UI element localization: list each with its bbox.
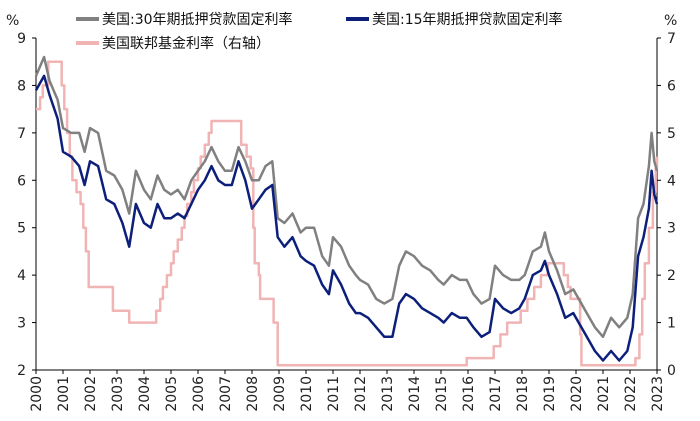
- right-tick-label: 0: [667, 363, 676, 379]
- left-tick-label: 3: [17, 316, 26, 332]
- left-tick-label: 6: [17, 173, 26, 189]
- x-tick-label: 2015: [434, 376, 450, 412]
- x-tick-label: 2011: [326, 376, 342, 412]
- x-tick-label: 2012: [353, 376, 369, 412]
- x-tick-label: 2016: [461, 376, 477, 412]
- x-tick-label: 2002: [83, 376, 99, 412]
- x-tick-label: 2001: [56, 376, 72, 412]
- right-tick-label: 2: [667, 268, 676, 284]
- right-tick-label: 5: [667, 126, 676, 142]
- x-tick-label: 2019: [542, 376, 558, 412]
- x-tick-label: 2006: [191, 376, 207, 412]
- x-tick-label: 2022: [623, 376, 639, 412]
- series-line-15yr: [34, 74, 659, 362]
- left-tick-label: 2: [17, 363, 26, 379]
- x-tick-label: 2005: [164, 376, 180, 412]
- x-tick-label: 2000: [29, 376, 45, 412]
- x-tick-label: 2008: [245, 376, 261, 412]
- left-tick-label: 5: [17, 221, 26, 237]
- left-tick-label: 4: [17, 268, 26, 284]
- left-y-ticks: 2 3 4 5 6 7 8 9: [17, 31, 36, 379]
- left-tick-label: 7: [17, 126, 26, 142]
- legend-label-15yr: 美国:15年期抵押贷款固定利率: [372, 11, 563, 28]
- x-tick-label: 2009: [272, 376, 288, 412]
- right-tick-label: 1: [667, 316, 676, 332]
- legend-label-fed-funds: 美国联邦基金利率（右轴）: [102, 35, 270, 52]
- right-axis-unit: %: [664, 13, 677, 29]
- series-layer: [34, 55, 659, 367]
- legend-label-30yr: 美国:30年期抵押贷款固定利率: [102, 11, 293, 28]
- series-line-30yr: [34, 55, 659, 339]
- x-tick-label: 2018: [515, 376, 531, 412]
- x-tick-label: 2014: [407, 376, 423, 412]
- right-tick-label: 3: [667, 221, 676, 237]
- series-line-fed-funds: [36, 60, 659, 367]
- x-tick-label: 2004: [137, 376, 153, 412]
- left-axis-unit: %: [6, 13, 19, 29]
- left-tick-label: 9: [17, 31, 26, 47]
- x-ticks: 2000 2001 2002 2003 2004 2005 2006 2007 2008 2009…: [29, 370, 666, 412]
- x-tick-label: 2017: [488, 376, 504, 412]
- right-tick-label: 6: [667, 78, 676, 94]
- x-tick-label: 2007: [218, 376, 234, 412]
- right-y-ticks: 0 1 2 3 4 5 6 7: [657, 31, 676, 379]
- x-tick-label: 2023: [650, 376, 666, 412]
- x-tick-label: 2020: [569, 376, 585, 412]
- legend: 美国:30年期抵押贷款固定利率 美国:15年期抵押贷款固定利率 美国联邦基金利率…: [76, 11, 563, 52]
- x-tick-label: 2013: [380, 376, 396, 412]
- x-tick-label: 2021: [596, 376, 612, 412]
- x-tick-label: 2003: [110, 376, 126, 412]
- right-tick-label: 4: [667, 173, 676, 189]
- left-tick-label: 8: [17, 78, 26, 94]
- right-tick-label: 7: [667, 31, 676, 47]
- x-tick-label: 2010: [299, 376, 315, 412]
